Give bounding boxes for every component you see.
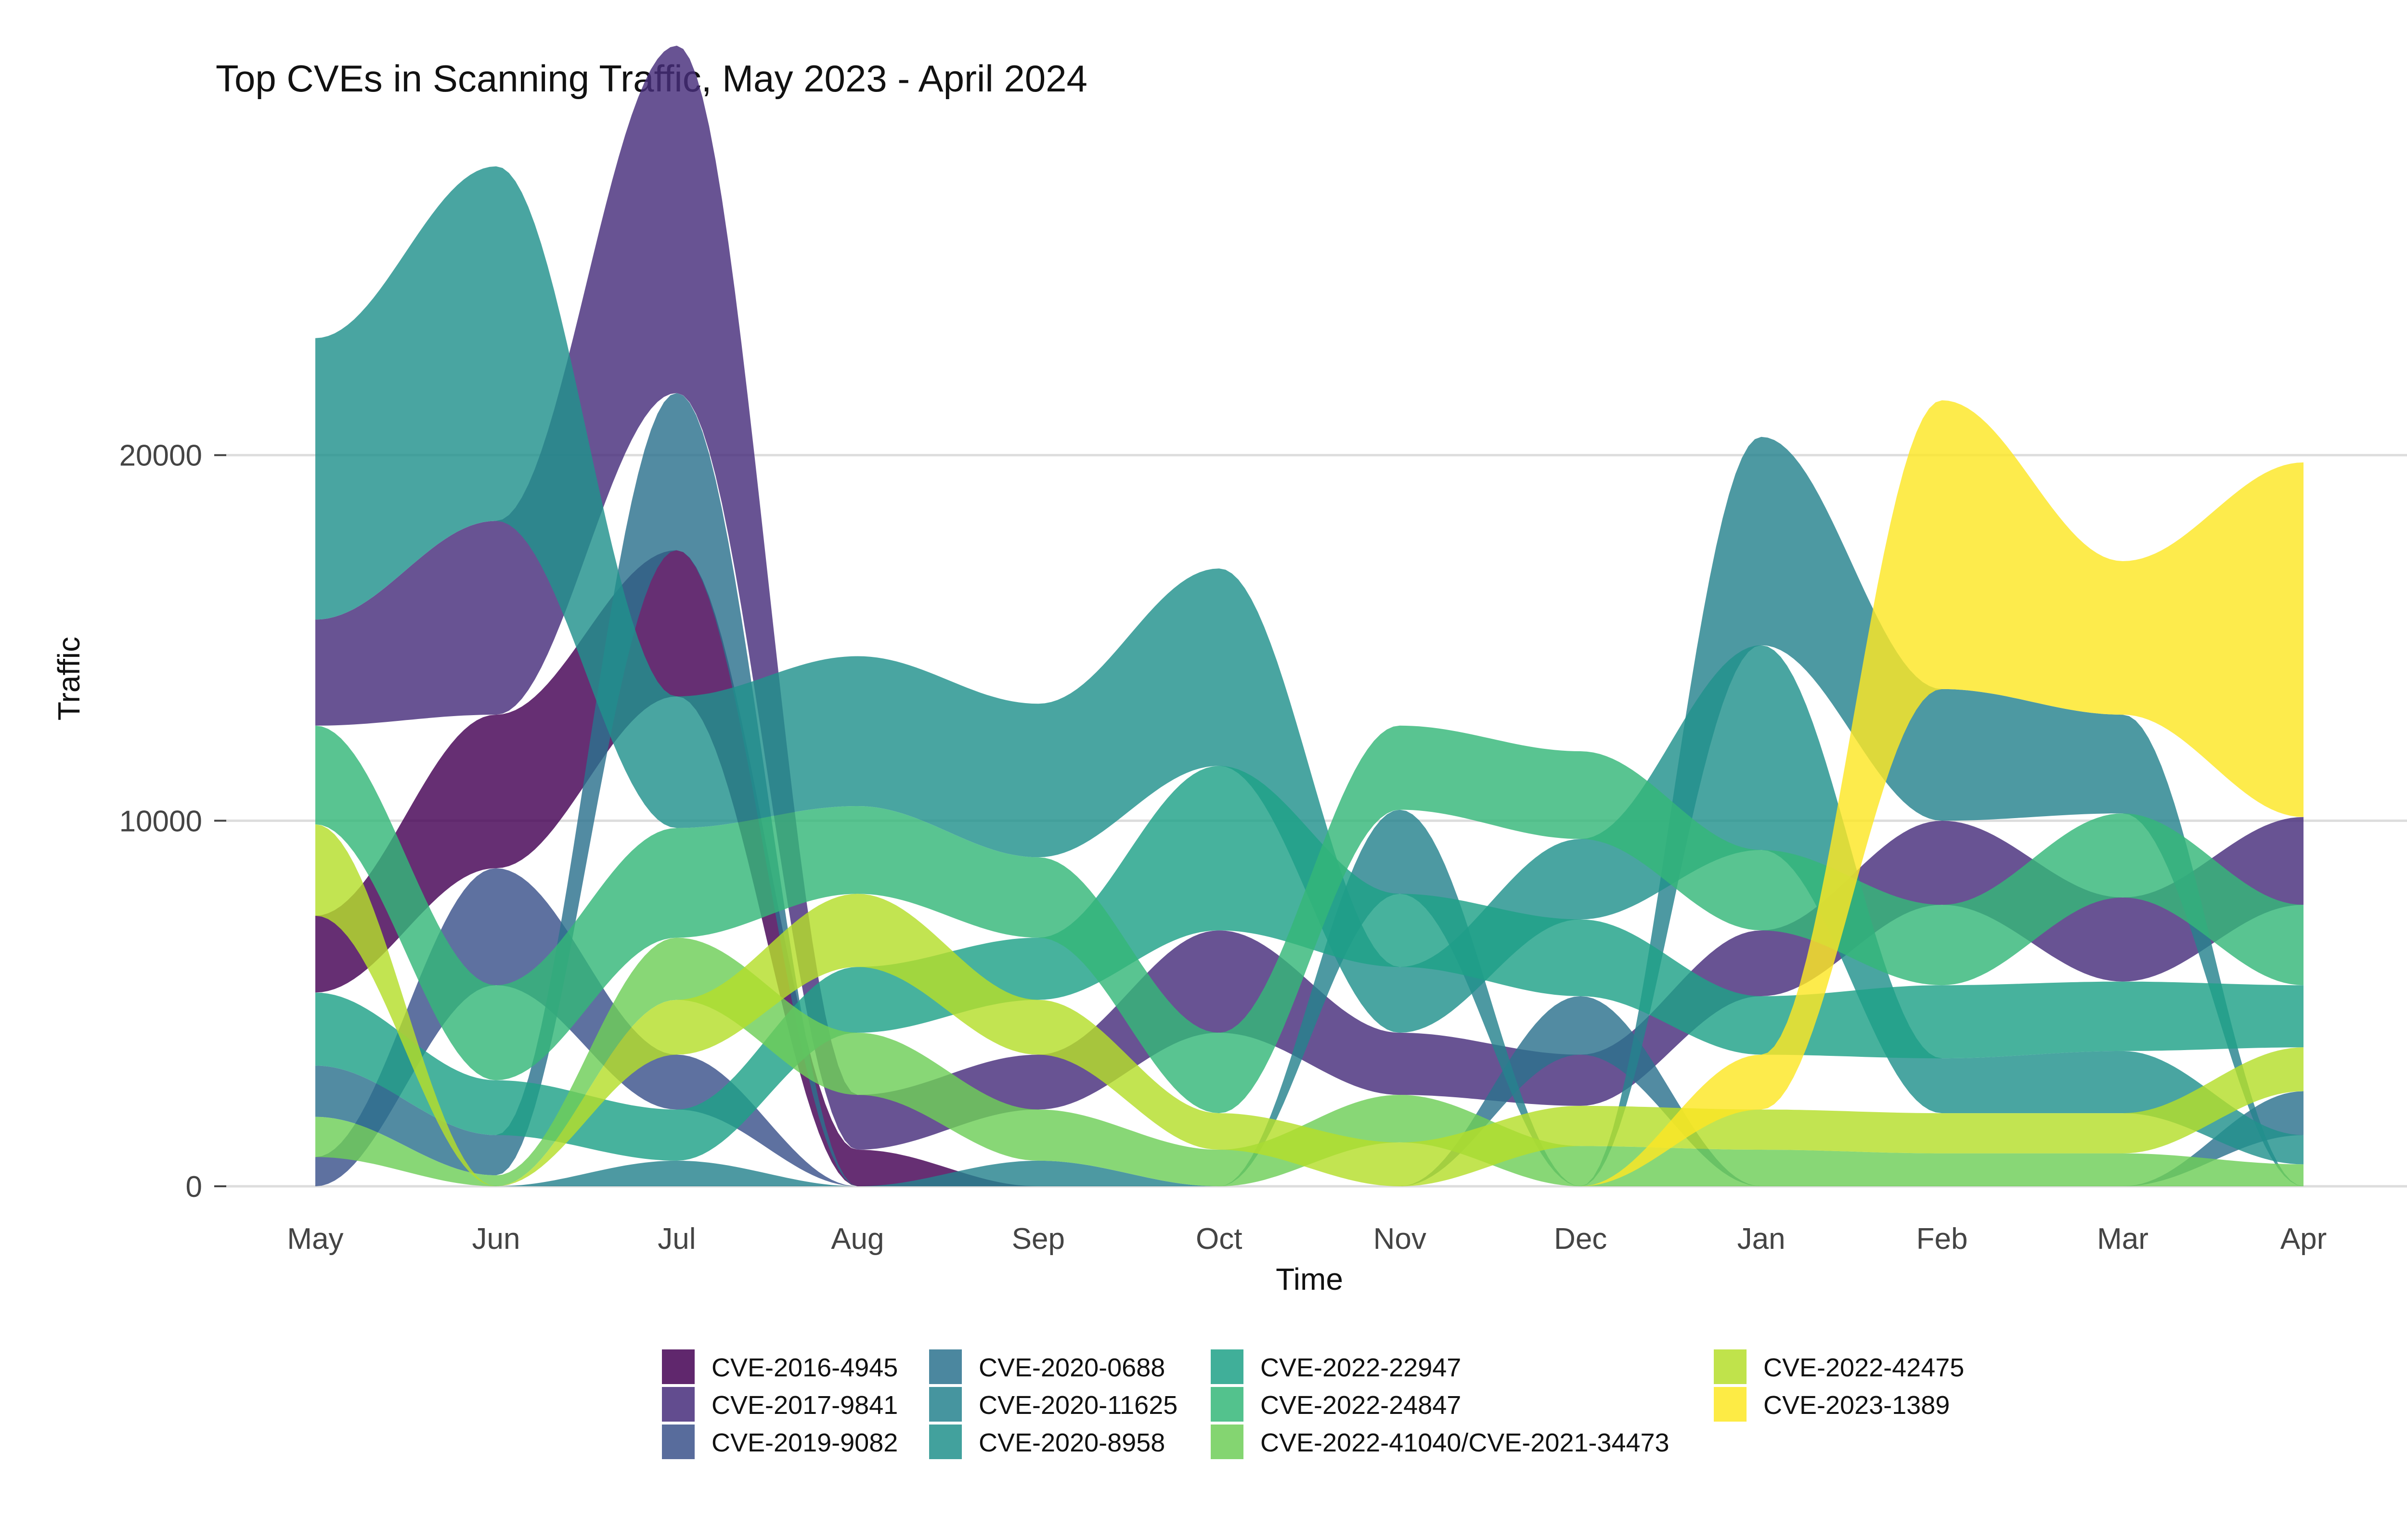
ribbon-cve-2022-24847 [315, 725, 2303, 1114]
legend-label: CVE-2017-9841 [712, 1391, 898, 1420]
ribbons [315, 45, 2303, 1187]
legend-swatch [662, 1387, 695, 1422]
ribbon-cve-2022-22947 [315, 766, 2303, 1161]
ribbon-cve-2022-42475 [315, 824, 2303, 1186]
legend-label: CVE-2020-11625 [979, 1391, 1178, 1420]
x-tick-label: Nov [1373, 1222, 1426, 1256]
x-tick-label: Mar [2097, 1222, 2148, 1256]
legend-label: CVE-2022-22947 [1260, 1353, 1461, 1382]
x-axis-title: Time [1276, 1262, 1343, 1296]
legend-label: CVE-2022-41040/CVE-2021-34473 [1260, 1428, 1669, 1457]
x-tick-label: Dec [1554, 1222, 1607, 1256]
legend-label: CVE-2023-1389 [1763, 1391, 1950, 1420]
y-axis: 0 10000 20000 [119, 439, 226, 1204]
legend-label: CVE-2022-42475 [1763, 1353, 1964, 1382]
legend-swatch [1211, 1349, 1243, 1384]
x-tick-label: Aug [831, 1222, 884, 1256]
x-tick-label: Jun [472, 1222, 520, 1256]
legend-label: CVE-2019-9082 [712, 1428, 898, 1457]
ribbon-cve-2020-11625 [315, 436, 2303, 1187]
legend: CVE-2016-4945 CVE-2017-9841 CVE-2019-9082 C… [662, 1349, 1964, 1459]
legend-label: CVE-2020-8958 [979, 1428, 1165, 1457]
y-tick-label: 10000 [119, 805, 202, 838]
legend-swatch [1714, 1387, 1747, 1422]
ribbon-cve-2019-9082 [315, 868, 2303, 1186]
legend-label: CVE-2022-24847 [1260, 1391, 1461, 1420]
legend-swatch [1211, 1387, 1243, 1422]
x-tick-label: May [287, 1222, 343, 1256]
legend-swatch [929, 1349, 962, 1384]
y-axis-title: Traffic [52, 637, 86, 720]
ribbon-cve-2023-1389 [315, 400, 2303, 1186]
legend-label: CVE-2020-0688 [979, 1353, 1165, 1382]
legend-swatch [929, 1424, 962, 1459]
x-axis: May Jun Jul Aug Sep Oct Nov Dec Jan Feb Mar Apr [287, 1222, 2327, 1256]
y-tick-label: 0 [186, 1170, 202, 1204]
legend-swatch [1211, 1424, 1243, 1459]
x-tick-label: Apr [2280, 1222, 2327, 1256]
legend-swatch [662, 1424, 695, 1459]
legend-label: CVE-2016-4945 [712, 1353, 898, 1382]
legend-swatch [929, 1387, 962, 1422]
ribbon-cve-2020-8958 [315, 166, 2303, 1165]
x-tick-label: Jul [658, 1222, 696, 1256]
x-tick-label: Oct [1196, 1222, 1242, 1256]
y-tick-label: 20000 [119, 439, 202, 473]
x-tick-label: Sep [1012, 1222, 1065, 1256]
legend-swatch [662, 1349, 695, 1384]
legend-swatch [1714, 1349, 1747, 1384]
x-tick-label: Feb [1916, 1222, 1968, 1256]
x-tick-label: Jan [1737, 1222, 1786, 1256]
